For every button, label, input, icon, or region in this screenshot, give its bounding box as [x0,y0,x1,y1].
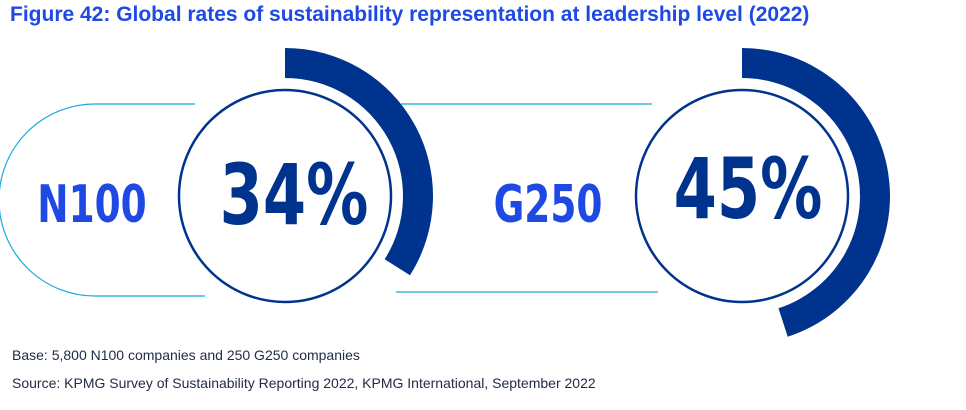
g250-value-arc [742,48,891,337]
g250-ring [634,88,850,304]
ring-group-g250: G250 45% [396,48,891,337]
n100-value: 34% [220,147,369,245]
n100-ring [177,88,393,304]
base-note: Base: 5,800 N100 companies and 250 G250 … [12,347,360,363]
n100-value-arc [285,48,433,276]
g250-value: 45% [674,141,823,239]
g250-outline [396,103,658,293]
source-note: Source: KPMG Survey of Sustainability Re… [12,375,596,391]
g250-label: G250 [494,174,603,235]
ring-group-n100: N100 34% [0,48,433,304]
n100-label: N100 [37,174,146,235]
figure-title: Figure 42: Global rates of sustainabilit… [10,3,810,26]
leadership-rate-chart: N100 34% G250 45% [0,48,891,337]
n100-outline [0,103,205,297]
